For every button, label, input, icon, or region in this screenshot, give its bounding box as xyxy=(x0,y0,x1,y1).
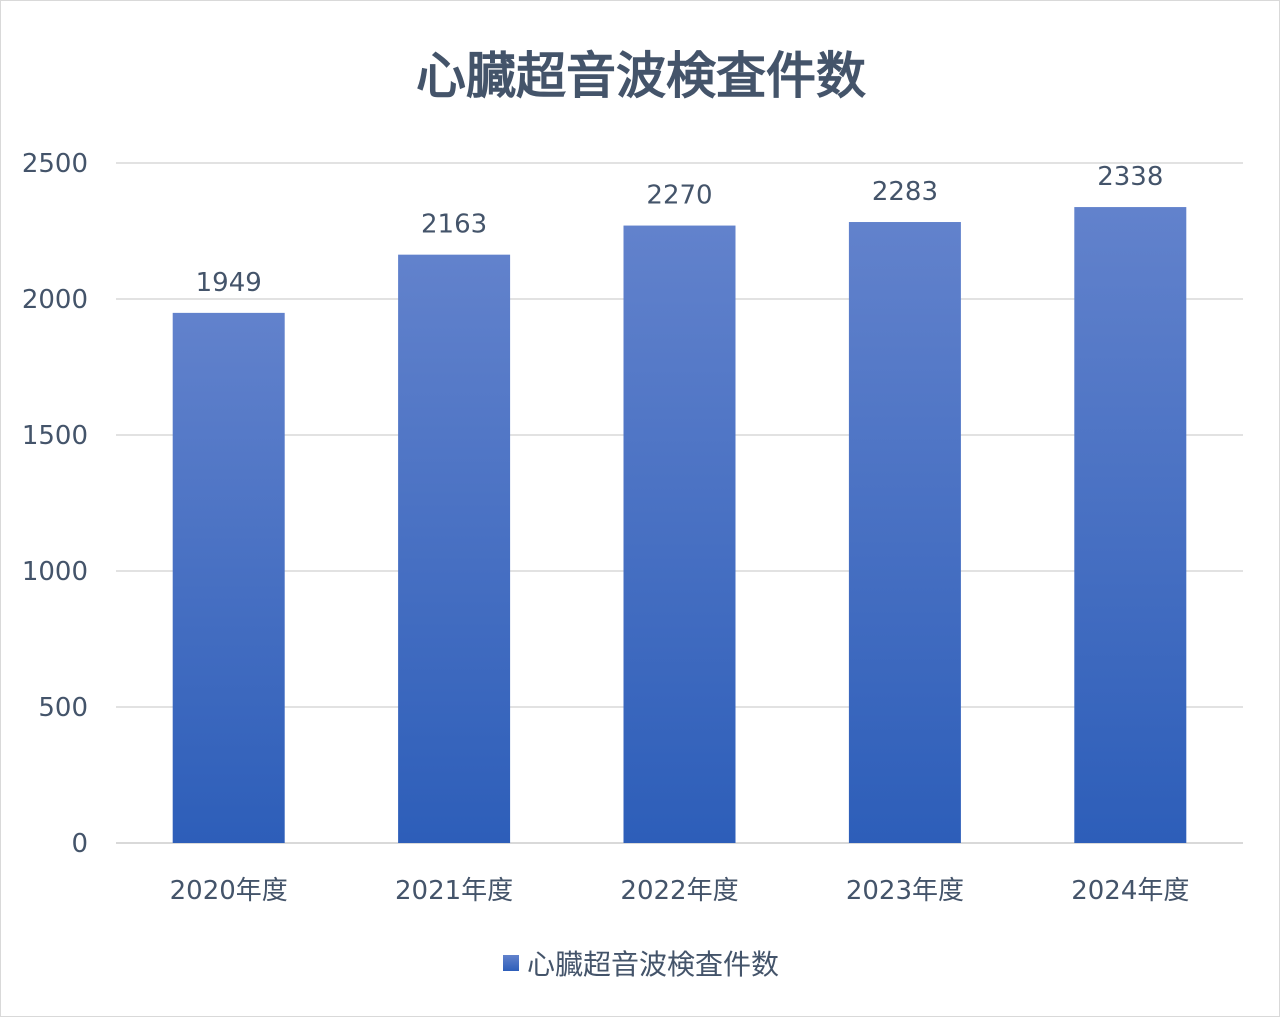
legend-swatch xyxy=(502,955,519,971)
bar-2 xyxy=(623,225,736,843)
y-tick-label: 1500 xyxy=(22,421,88,451)
y-tick-label: 500 xyxy=(38,693,88,723)
x-tick-label: 2022年度 xyxy=(620,876,738,906)
x-tick-label: 2024年度 xyxy=(1071,876,1189,906)
y-tick-label: 0 xyxy=(71,829,88,859)
chart-title: 心臓超音波検査件数 xyxy=(416,47,866,105)
data-label: 2338 xyxy=(1097,162,1163,192)
y-tick-label: 2500 xyxy=(22,149,88,179)
bars xyxy=(172,207,1187,844)
x-tick-label: 2020年度 xyxy=(170,876,288,906)
bar-1 xyxy=(398,254,511,843)
data-label: 1949 xyxy=(196,268,262,298)
y-tick-label: 2000 xyxy=(22,285,88,315)
bar-3 xyxy=(848,222,961,844)
data-label: 2283 xyxy=(872,177,938,207)
bar-0 xyxy=(172,312,285,843)
legend-label: 心臓超音波検査件数 xyxy=(526,948,779,981)
x-tick-label: 2023年度 xyxy=(846,876,964,906)
labels: 0 500 1000 1500 2000 2500 1949 2020年度 2163 2021年度… xyxy=(22,149,1190,906)
data-label: 2270 xyxy=(646,181,712,211)
legend: 心臓超音波検査件数 xyxy=(1,945,1280,985)
data-label: 2163 xyxy=(421,210,487,240)
bar-4 xyxy=(1074,207,1187,844)
x-tick-label: 2021年度 xyxy=(395,876,513,906)
y-tick-label: 1000 xyxy=(22,557,88,587)
